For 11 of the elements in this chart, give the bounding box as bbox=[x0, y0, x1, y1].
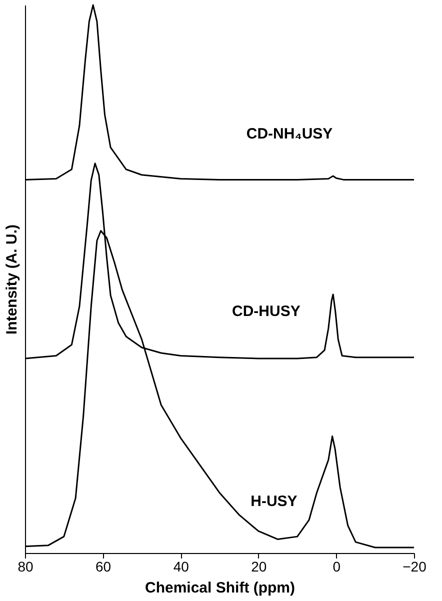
x-tick-label: 20 bbox=[251, 558, 267, 574]
x-tick-label: 80 bbox=[18, 558, 34, 574]
x-axis-title: Chemical Shift (ppm) bbox=[144, 580, 296, 596]
x-tick-label: 40 bbox=[173, 558, 190, 574]
x-tick-label: 0 bbox=[332, 558, 341, 574]
x-tick-label: −20 bbox=[402, 558, 427, 574]
x-tick-label: 60 bbox=[96, 558, 112, 574]
y-axis-title: Intensity (A. U.) bbox=[4, 224, 20, 335]
text: CD-NH₄USY bbox=[246, 125, 333, 142]
series-label: H-USY bbox=[250, 493, 298, 510]
series-label: CD-HUSY bbox=[232, 303, 300, 320]
